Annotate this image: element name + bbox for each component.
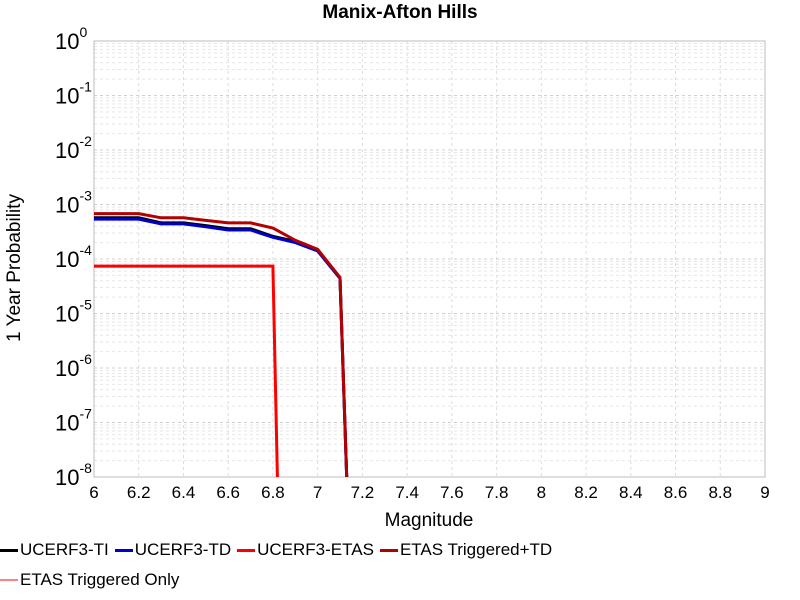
series-line-ucerf3-td [94, 217, 349, 477]
legend-label: ETAS Triggered+TD [399, 540, 553, 559]
x-tick-label: 9 [760, 483, 769, 502]
y-tick-label: 10-4 [55, 242, 92, 272]
legend-item: UCERF3-ETAS [237, 540, 374, 560]
legend-label: UCERF3-TI [20, 540, 109, 559]
legend-label: UCERF3-ETAS [257, 540, 374, 559]
legend-swatch [237, 548, 256, 552]
x-tick-label: 7.4 [395, 483, 419, 502]
x-tick-label: 7.6 [440, 483, 464, 502]
legend-swatch [0, 579, 18, 581]
x-axis-ticks: 6 6.2 6.4 6.6 6.8 7 7.2 7.4 7.6 7.8 8 8.2 8.4 8.6 8.8 9 [89, 483, 769, 502]
legend-label: ETAS Triggered Only [20, 570, 180, 589]
y-tick-label: 10-6 [55, 351, 92, 381]
series-line-etas-triggered-td [94, 212, 349, 477]
x-tick-label: 8.2 [574, 483, 598, 502]
legend-item: UCERF3-TD [114, 540, 232, 560]
x-tick-label: 6 [89, 483, 98, 502]
series-line-ucerf3-etas [94, 264, 279, 477]
legend-item: ETAS Triggered Only [0, 570, 179, 590]
y-axis-label: 1 Year Probability [4, 194, 25, 342]
x-tick-label: 6.8 [261, 483, 285, 502]
x-tick-label: 7.2 [351, 483, 375, 502]
legend-swatch [379, 548, 398, 552]
legend-swatch [0, 548, 18, 552]
y-tick-label: 10-3 [55, 188, 92, 218]
x-tick-label: 8.4 [619, 483, 643, 502]
chart-title: Manix-Afton Hills [322, 2, 477, 23]
x-tick-label: 7 [313, 483, 322, 502]
x-tick-label: 6.2 [127, 483, 151, 502]
y-tick-label: 10-1 [55, 79, 92, 109]
x-tick-label: 8.6 [664, 483, 688, 502]
y-axis-ticks: 100 10-1 10-2 10-3 10-4 10-5 10-6 10-7 10-8 [55, 24, 92, 490]
legend-item: UCERF3-TI [0, 540, 109, 560]
y-tick-label: 10-5 [55, 297, 92, 327]
x-tick-label: 8 [537, 483, 546, 502]
grid [93, 41, 766, 478]
x-axis-label: Magnitude [385, 510, 474, 531]
legend-row: UCERF3-TI UCERF3-TD UCERF3-ETAS ETAS Trigge… [0, 539, 558, 561]
legend-item: ETAS Triggered+TD [379, 540, 553, 560]
series-line-ucerf3-ti [94, 216, 349, 477]
x-tick-label: 7.8 [485, 483, 509, 502]
legend-row: ETAS Triggered Only [0, 569, 185, 591]
y-tick-label: 10-2 [55, 133, 92, 163]
y-tick-label: 10-7 [55, 406, 92, 436]
x-tick-label: 6.4 [172, 483, 196, 502]
y-tick-label: 10-8 [55, 460, 92, 490]
x-tick-label: 8.8 [708, 483, 732, 502]
series-lines [94, 212, 349, 477]
x-tick-label: 6.6 [216, 483, 240, 502]
plot-area [93, 40, 766, 478]
y-tick-label: 100 [55, 24, 87, 54]
legend-swatch [114, 548, 133, 552]
legend-label: UCERF3-TD [134, 540, 232, 559]
